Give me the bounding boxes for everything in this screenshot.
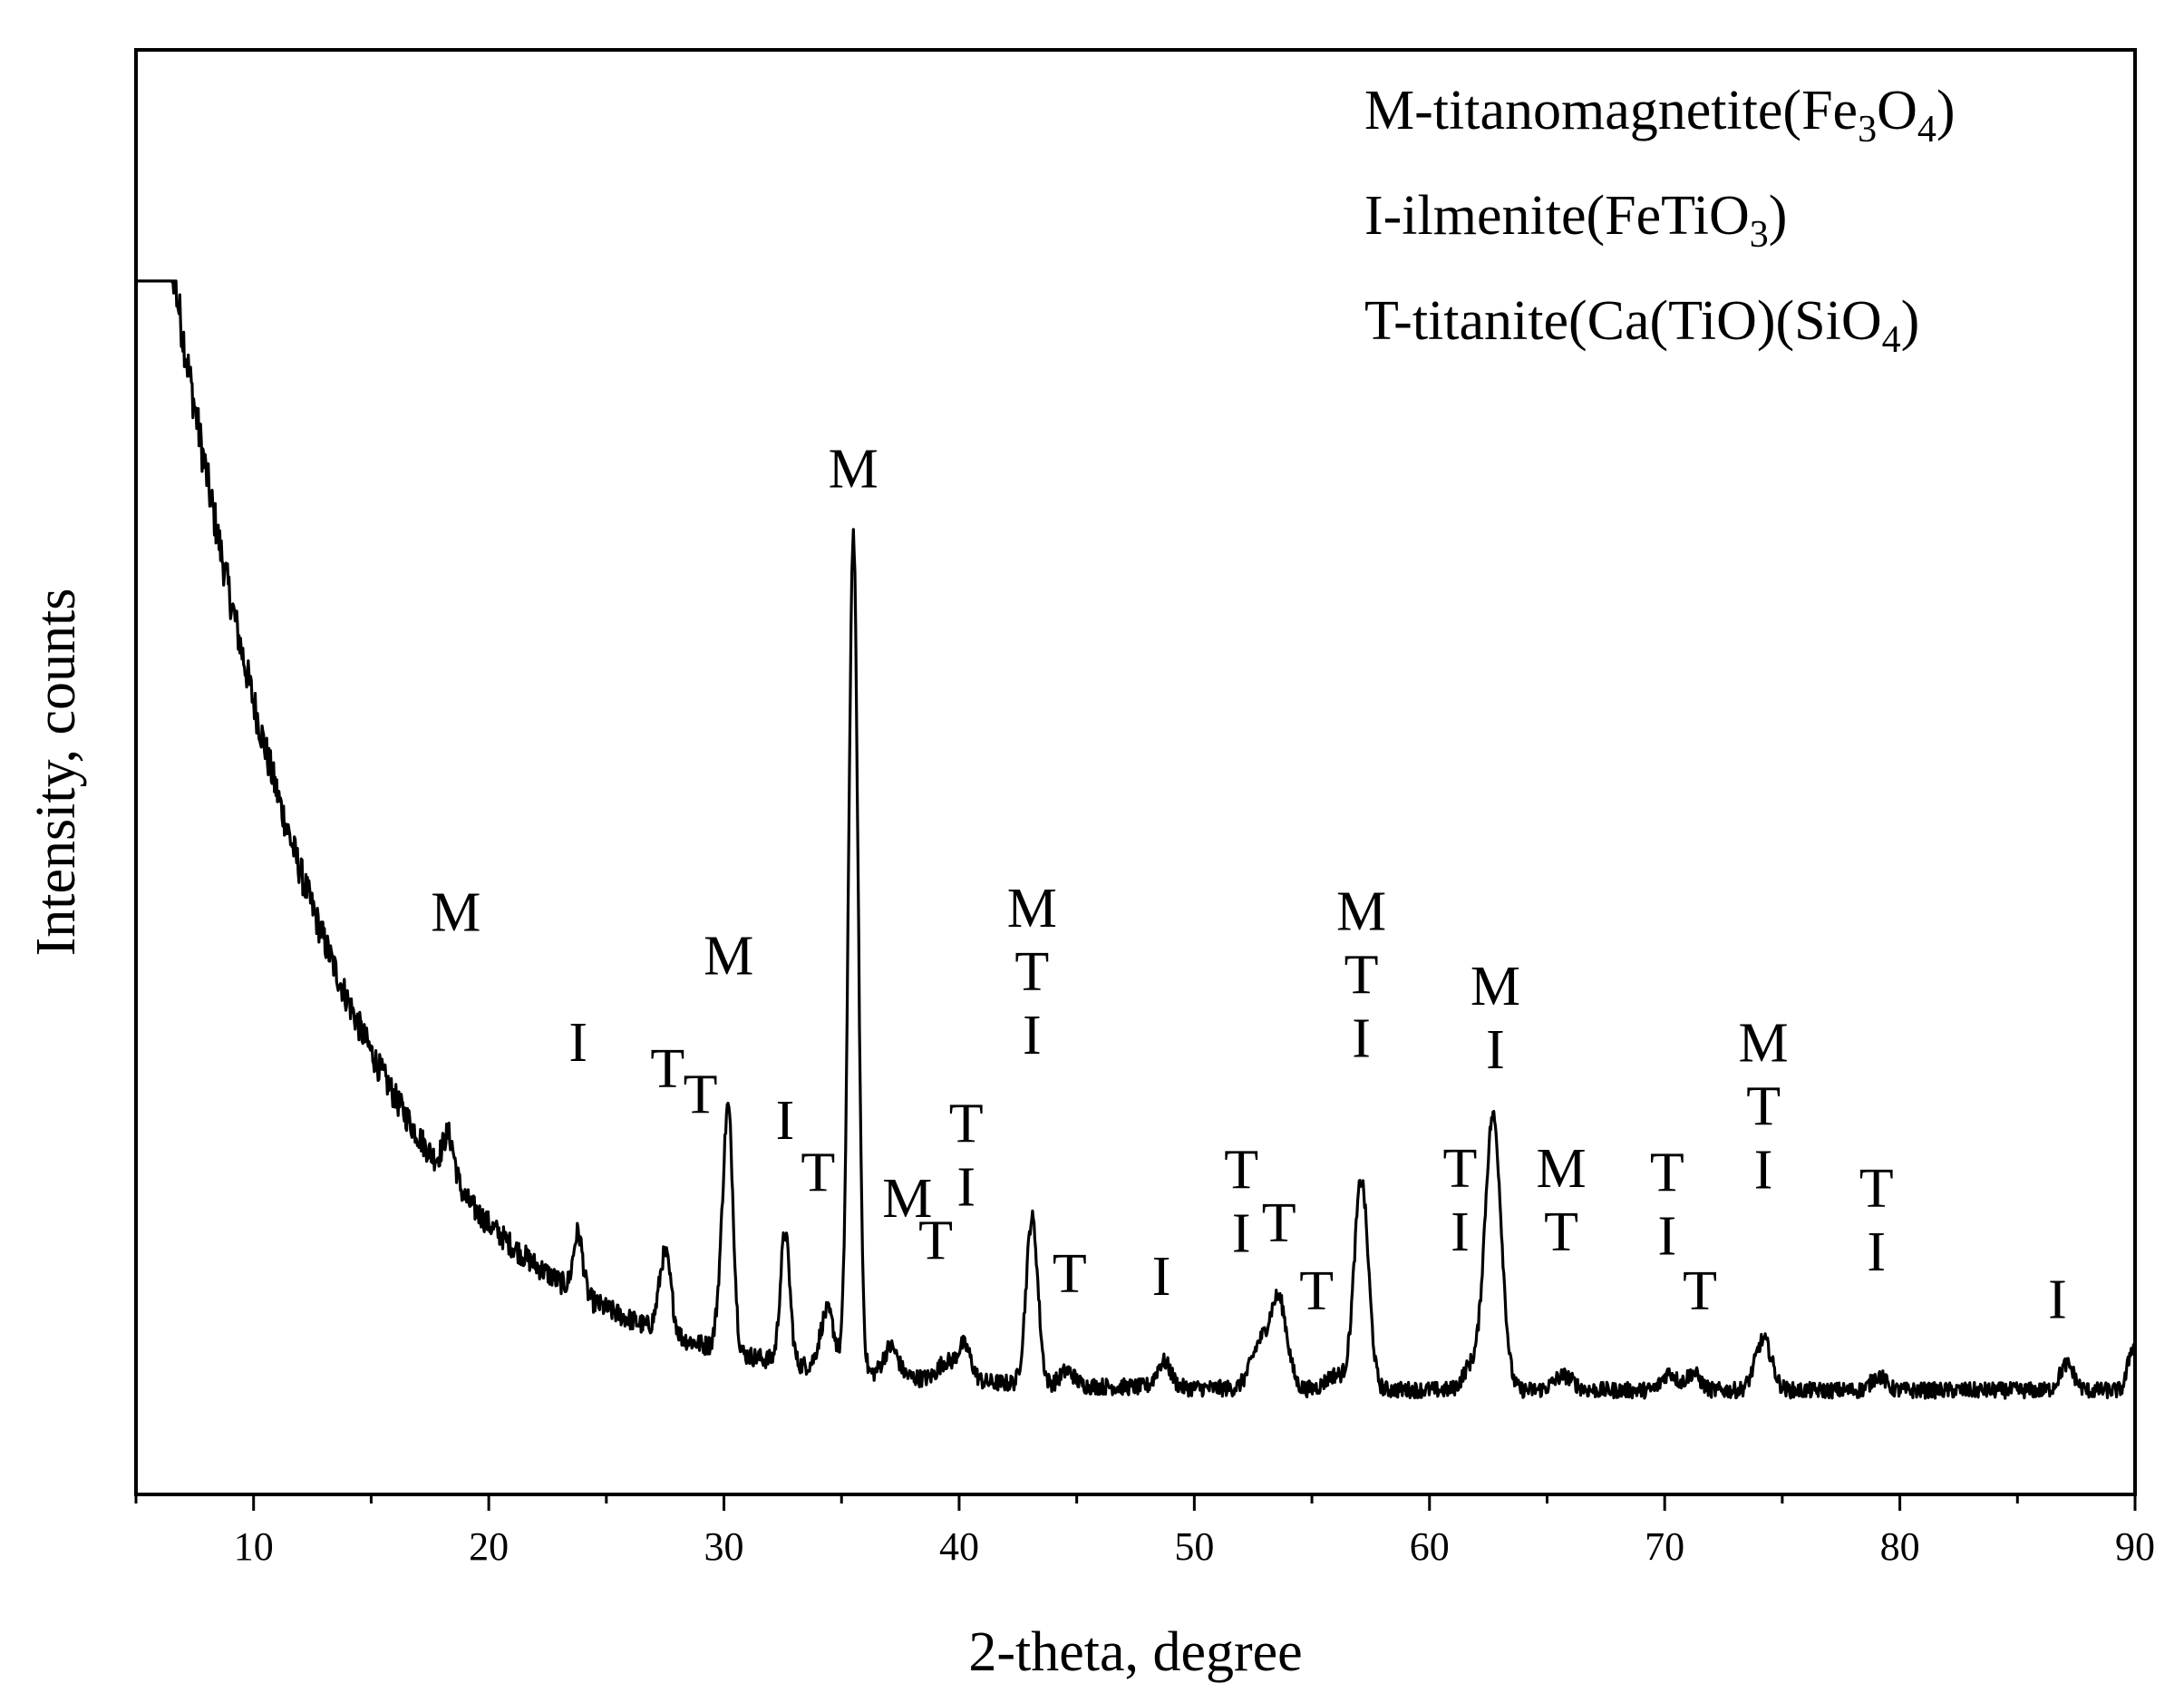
x-tick-label: 20 (469, 1524, 509, 1569)
y-axis-title: Intensity, counts (25, 589, 87, 957)
peak-label-m: M (1336, 881, 1386, 942)
legend-entry: M-titanomagnetite(Fe3O4) (1364, 80, 1956, 151)
peak-label-i: I (1867, 1221, 1886, 1283)
peak-label-t: T (1859, 1158, 1894, 1220)
peak-label-t: T (650, 1038, 684, 1100)
peak-label-i: I (2048, 1270, 2067, 1331)
peak-label-m: M (882, 1168, 932, 1230)
peak-label-i: I (956, 1156, 976, 1218)
peak-label-m: M (431, 882, 480, 944)
x-tick-label: 30 (704, 1524, 744, 1569)
legend: M-titanomagnetite(Fe3O4) I-ilmenite(FeTiO… (1364, 80, 1956, 361)
peak-label-m: M (829, 439, 878, 501)
peak-label-m: M (1007, 878, 1057, 939)
x-tick-label: 80 (1880, 1524, 1920, 1569)
x-tick-label: 70 (1645, 1524, 1684, 1569)
peak-label-t: T (1443, 1138, 1478, 1200)
peak-label-m: M (704, 926, 753, 988)
peak-label-i: I (1754, 1139, 1773, 1201)
peak-label-m: M (1471, 956, 1520, 1017)
legend-entry: I-ilmenite(FeTiO3) (1364, 185, 1787, 256)
legend-entry: T-titanite(Ca(TiO)(SiO4) (1364, 290, 1919, 361)
peak-label-i: I (1232, 1202, 1251, 1264)
peak-label-i: I (1152, 1246, 1171, 1308)
x-axis-ticks (134, 1494, 2137, 1511)
peak-label-t: T (1299, 1260, 1334, 1322)
peak-label-i: I (1023, 1005, 1042, 1066)
xrd-series-line (135, 279, 2137, 1400)
x-tick-label: 50 (1174, 1524, 1214, 1569)
peak-label-t: T (1344, 944, 1379, 1006)
peak-label-t: T (1014, 941, 1049, 1003)
x-tick-label: 10 (234, 1524, 274, 1569)
peak-label-t: T (1053, 1243, 1087, 1305)
x-tick-label: 60 (1410, 1524, 1450, 1569)
x-tick-label: 90 (2115, 1524, 2155, 1569)
peak-label-i: I (568, 1012, 587, 1074)
peak-label-t: T (1262, 1192, 1296, 1254)
peak-label-t: T (1683, 1260, 1717, 1322)
peak-label-t: T (918, 1210, 953, 1271)
peak-label-t: T (949, 1093, 984, 1154)
peak-label-i: I (1657, 1206, 1676, 1268)
plot-frame (134, 48, 2137, 1496)
peak-label-t: T (801, 1142, 835, 1203)
peak-label-t: T (1544, 1202, 1578, 1263)
x-axis-title: 2-theta, degree (968, 1621, 1302, 1683)
peak-label-m: M (1536, 1138, 1586, 1200)
peak-label-m: M (1739, 1012, 1789, 1074)
peak-label-i: I (1451, 1202, 1470, 1263)
x-tick-label: 40 (939, 1524, 979, 1569)
peak-label-i: I (1486, 1019, 1505, 1081)
peak-label-i: I (776, 1090, 795, 1152)
peak-label-t: T (1746, 1075, 1781, 1137)
peak-label-t: T (684, 1064, 718, 1125)
peak-label-t: T (1224, 1139, 1258, 1201)
x-axis-tick-labels: 10 20 30 40 50 60 70 80 90 (234, 1524, 2155, 1569)
peak-label-i: I (1352, 1007, 1371, 1069)
peak-label-t: T (1650, 1143, 1684, 1204)
